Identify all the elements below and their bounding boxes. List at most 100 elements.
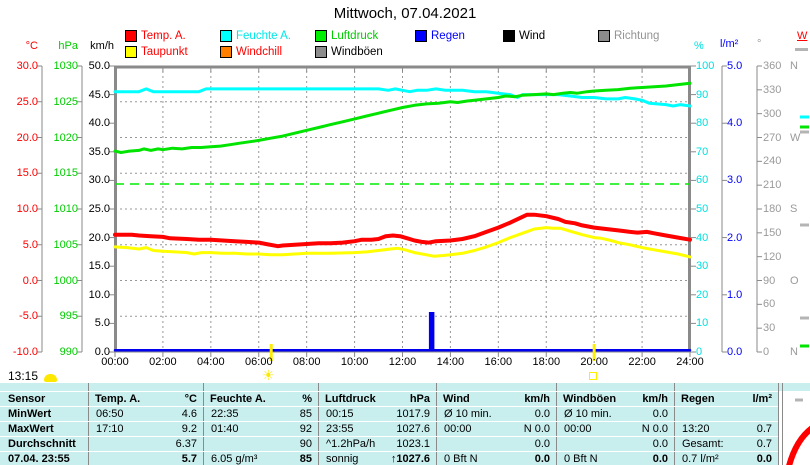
table-separator	[318, 452, 319, 465]
table-header-luftdruck: Luftdruck	[325, 393, 376, 405]
axis-unit-hPa: hPa	[58, 40, 78, 52]
table-cell-value: 0.0	[534, 438, 550, 450]
table-row-label: MaxWert	[8, 423, 54, 435]
table-header-temp-a-: Temp. A.	[95, 393, 141, 405]
table-cell-value: 85	[299, 408, 312, 420]
table-separator	[556, 422, 557, 436]
legend-label: Richtung	[614, 30, 660, 42]
table-cell-time: 0 Bft N	[444, 453, 478, 465]
legend-label: Windböen	[331, 46, 383, 58]
series-taupunkt	[113, 226, 692, 259]
table-cell-time: 0 Bft N	[564, 453, 598, 465]
legend-swatch-icon	[503, 30, 515, 42]
table-separator	[88, 437, 89, 451]
table-header-unit: km/h	[524, 393, 550, 405]
table-separator	[556, 452, 557, 465]
table-cell-time: 06:50	[96, 408, 124, 420]
table-cell-value: 0.0	[534, 453, 550, 465]
table-separator	[318, 383, 319, 391]
axis-unit-kmh: km/h	[90, 40, 114, 52]
table-separator	[556, 407, 557, 421]
legend-swatch-icon	[315, 46, 327, 58]
legend-label: Regen	[431, 30, 465, 42]
legend-row-2: Taupunkt Windchill Windböen	[0, 46, 810, 59]
table-separator	[88, 407, 89, 421]
table-separator	[88, 452, 89, 465]
current-time-label: 13:15	[8, 369, 39, 383]
table-header-wind: Wind	[443, 393, 470, 405]
table-cell-value: 90	[299, 438, 312, 450]
table-separator	[436, 407, 437, 421]
axis-unit-°: °	[757, 38, 762, 50]
table-separator	[674, 383, 675, 391]
table-header-sensor: Sensor	[8, 393, 46, 405]
table-cell-value: 0.0	[652, 408, 668, 420]
table-cell-time: 13:20	[682, 423, 710, 435]
series-feuchte-a-	[113, 87, 692, 108]
legend-label: Windchill	[236, 46, 283, 58]
table-header-feuchte-a-: Feuchte A.	[210, 393, 266, 405]
table-separator	[674, 437, 675, 451]
table-cell-value: 1017.9	[396, 408, 430, 420]
table-cell-value: 85	[299, 453, 312, 465]
legend-swatch-icon	[415, 30, 427, 42]
table-cell-time: 17:10	[96, 423, 124, 435]
table-cell-time: Ø 10 min.	[444, 408, 492, 420]
table-cell-time: Ø 10 min.	[564, 408, 612, 420]
table-cell-value: N 0.0	[641, 423, 668, 435]
table-row-label: Durchschnitt	[8, 438, 76, 450]
current-weather-icon	[44, 374, 57, 382]
table-separator	[318, 437, 319, 451]
legend-swatch-icon	[125, 46, 137, 58]
table-header-unit: °C	[184, 393, 197, 405]
table-cell-value: 92	[299, 423, 312, 435]
table-cell-value: N 0.0	[523, 423, 550, 435]
table-row: MaxWert 17:10 9.2 01:40 92 23:55 1027.6 00:00 N …	[0, 422, 778, 436]
table-cell-value: 1027.6	[396, 423, 430, 435]
table-cell-value: 9.2	[181, 423, 197, 435]
table-outer-border	[782, 383, 783, 465]
sunset-icon	[589, 372, 597, 380]
trend-arrow-arc	[786, 425, 810, 465]
table-outer-border	[778, 383, 779, 465]
table-cell-value: 4.6	[181, 408, 197, 420]
table-cell-value: ↑1027.6	[390, 453, 430, 465]
table-separator	[556, 392, 557, 406]
table-row-label: MinWert	[8, 408, 52, 420]
table-separator	[203, 422, 204, 436]
table-separator	[556, 383, 557, 391]
table-cell-value: 0.0	[534, 408, 550, 420]
table-header-unit: l/m²	[752, 393, 772, 405]
legend-label: Feuchte A.	[236, 30, 291, 42]
legend-swatch-icon	[220, 30, 232, 42]
table-separator	[88, 422, 89, 436]
table-separator	[88, 392, 89, 406]
rain-bar	[428, 312, 435, 351]
table-cell-value: 0.7	[756, 423, 772, 435]
table-separator	[436, 422, 437, 436]
table-cell-time: sonnig	[326, 453, 359, 465]
series-temp-a-	[113, 212, 692, 249]
table-top-strip	[0, 383, 810, 391]
table-cell-time: 00:00	[444, 423, 472, 435]
series-luftdruck	[113, 81, 692, 154]
axis-unit-lm: l/m²	[720, 38, 739, 50]
table-separator	[674, 407, 675, 421]
table-cell-value: 0.0	[756, 453, 772, 465]
table-cell-time: 6.05 g/m³	[211, 453, 258, 465]
table-separator	[436, 392, 437, 406]
table-separator	[674, 392, 675, 406]
page-title: Mittwoch, 07.04.2021	[333, 5, 477, 22]
table-cell-value: 0.7	[756, 438, 772, 450]
legend-row-1: Temp. A. Feuchte A. Luftdruck Regen Wind Rich…	[0, 30, 810, 43]
legend-swatch-icon	[315, 30, 327, 42]
table-cell-time: 00:15	[326, 408, 354, 420]
table-separator	[203, 383, 204, 391]
table-cell-time: 0.7 l/m²	[682, 453, 719, 465]
table-separator	[556, 437, 557, 451]
table-cell-value: 1023.1	[396, 438, 430, 450]
axis-unit-°C: °C	[25, 40, 38, 52]
radiation-axis-mark	[795, 48, 808, 51]
table-header-unit: km/h	[642, 393, 668, 405]
